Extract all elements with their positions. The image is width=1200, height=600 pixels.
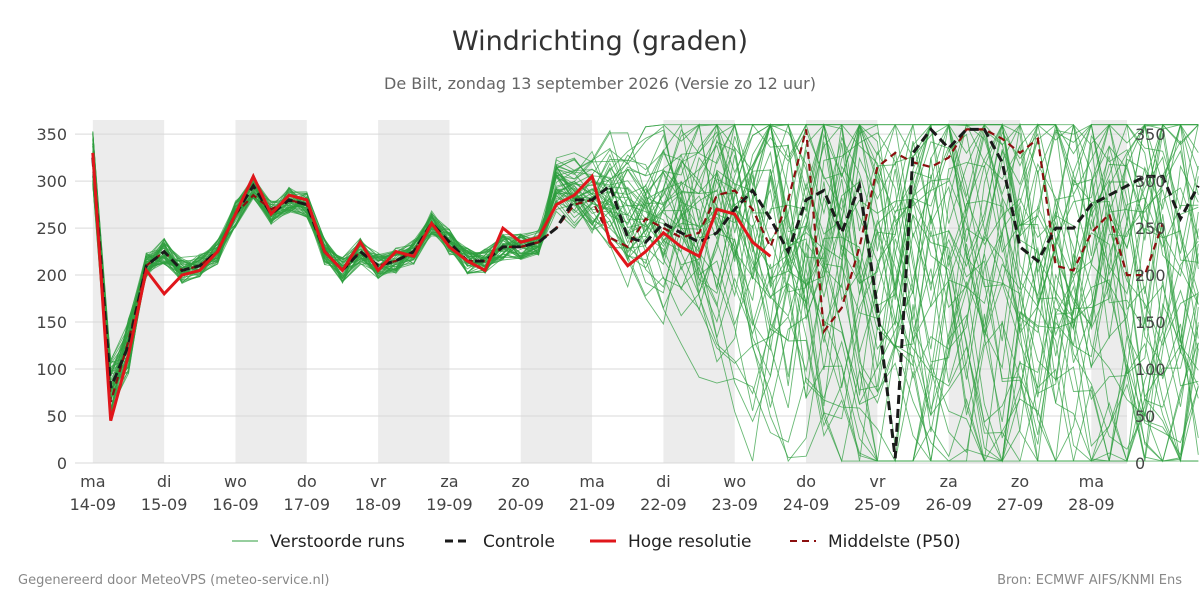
- y-tick-label-right: 300: [1135, 172, 1166, 191]
- x-tick-day: do: [796, 472, 816, 491]
- x-tick-day: ma: [579, 472, 604, 491]
- x-tick-date: 18-09: [355, 495, 402, 514]
- x-tick-day: za: [440, 472, 458, 491]
- x-tick-date: 15-09: [141, 495, 188, 514]
- x-tick-day: zo: [512, 472, 530, 491]
- x-tick-date: 16-09: [212, 495, 259, 514]
- x-tick-date: 24-09: [783, 495, 830, 514]
- y-tick-label-right: 150: [1135, 313, 1166, 332]
- y-tick-label-left: 300: [36, 172, 67, 191]
- x-tick-day: zo: [1011, 472, 1029, 491]
- x-tick-day: za: [940, 472, 958, 491]
- legend: Verstoorde runs Controle Hoge resolutie …: [232, 532, 961, 552]
- x-tick-day: wo: [224, 472, 247, 491]
- day-shade: [235, 120, 307, 463]
- footer-source: Bron: ECMWF AIFS/KNMI Ens: [997, 573, 1182, 588]
- ensemble-run-line: [92, 124, 1199, 462]
- x-tick-day: di: [157, 472, 172, 491]
- legend-label-median: Middelste (P50): [828, 532, 961, 552]
- y-tick-label-right: 0: [1135, 454, 1145, 473]
- ensemble-run-line: [92, 123, 1199, 380]
- ensemble-run-line: [92, 123, 1199, 459]
- y-tick-label-right: 250: [1135, 219, 1166, 238]
- ensemble-run-line: [92, 123, 1199, 380]
- y-tick-label-right: 350: [1135, 125, 1166, 144]
- x-axis: ma 14-09 di 15-09 wo 16-09 do 17-09 vr 18-09 za 19-…: [70, 472, 1115, 514]
- x-tick-day: vr: [370, 472, 386, 491]
- x-tick-date: 20-09: [498, 495, 545, 514]
- ensemble-run-line: [92, 123, 1199, 462]
- x-tick-day: vr: [869, 472, 885, 491]
- x-tick-date: 17-09: [284, 495, 331, 514]
- x-tick-date: 22-09: [640, 495, 687, 514]
- y-axis-left: 0 50 100 150 200 250 300 350: [36, 125, 67, 473]
- x-tick-day: do: [297, 472, 317, 491]
- y-tick-label-left: 100: [36, 360, 67, 379]
- y-tick-label-left: 150: [36, 313, 67, 332]
- x-tick-date: 19-09: [426, 495, 473, 514]
- ensemble-run-line: [92, 124, 1199, 463]
- main-series: [91, 127, 1200, 459]
- chart-title: Windrichting (graden): [452, 26, 748, 57]
- y-tick-label-left: 50: [47, 407, 67, 426]
- y-axis-right: 0 50 100 150 200 250 300 350: [1135, 125, 1166, 473]
- x-tick-date: 23-09: [711, 495, 758, 514]
- legend-label-ensemble: Verstoorde runs: [270, 532, 405, 552]
- legend-label-hires: Hoge resolutie: [628, 532, 752, 552]
- x-tick-day: di: [656, 472, 671, 491]
- x-tick-date: 21-09: [569, 495, 616, 514]
- x-tick-date: 25-09: [854, 495, 901, 514]
- series-line-hires: [91, 152, 772, 422]
- y-tick-label-left: 0: [57, 454, 67, 473]
- x-tick-day: wo: [723, 472, 746, 491]
- ensemble-run-line: [92, 124, 1199, 415]
- x-tick-date: 26-09: [925, 495, 972, 514]
- x-tick-day: ma: [80, 472, 105, 491]
- series-line-median: [91, 128, 1164, 403]
- chart-subtitle: De Bilt, zondag 13 september 2026 (Versi…: [384, 74, 816, 93]
- y-tick-label-left: 350: [36, 125, 67, 144]
- legend-label-control: Controle: [483, 532, 555, 552]
- x-tick-date: 28-09: [1068, 495, 1115, 514]
- y-tick-label-right: 200: [1135, 266, 1166, 285]
- x-tick-day: ma: [1079, 472, 1104, 491]
- ensemble-run-line: [92, 123, 1199, 382]
- x-tick-date: 14-09: [70, 495, 117, 514]
- footer-generated-by: Gegenereerd door MeteoVPS (meteo-service…: [18, 573, 329, 588]
- y-tick-label-right: 50: [1135, 407, 1155, 426]
- ensemble-run-line: [92, 123, 1199, 462]
- x-tick-date: 27-09: [997, 495, 1044, 514]
- y-tick-label-right: 100: [1135, 360, 1166, 379]
- day-shade: [378, 120, 450, 463]
- y-tick-label-left: 250: [36, 219, 67, 238]
- y-tick-label-left: 200: [36, 266, 67, 285]
